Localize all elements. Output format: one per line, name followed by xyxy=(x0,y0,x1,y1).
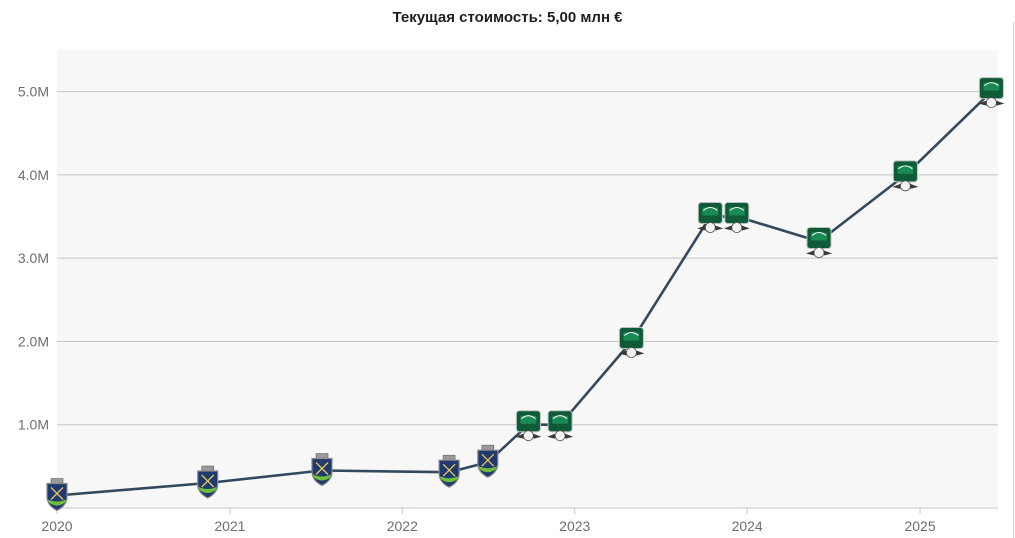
club-crest-blue-icon[interactable] xyxy=(46,478,68,512)
chart-title: Текущая стоимость: 5,00 млн € xyxy=(392,9,623,26)
y-tick-label: 3.0M xyxy=(18,250,49,266)
y-tick-label: 5.0M xyxy=(18,84,49,100)
x-tick-label: 2025 xyxy=(904,518,935,534)
y-tick-label: 1.0M xyxy=(18,417,49,433)
club-crest-green-icon[interactable] xyxy=(806,227,832,258)
x-tick-label: 2020 xyxy=(41,518,72,534)
x-tick-label: 2023 xyxy=(559,518,590,534)
x-axis-ticks: 2020 2021 2022 2023 2024 2025 xyxy=(41,508,936,534)
right-border xyxy=(1013,22,1014,538)
club-crest-green-icon[interactable] xyxy=(547,410,574,442)
club-crest-green-icon[interactable] xyxy=(723,202,750,233)
y-tick-label: 4.0M xyxy=(18,167,49,183)
club-crest-green-icon[interactable] xyxy=(618,327,645,358)
marker-layer xyxy=(46,77,1005,512)
club-crest-green-icon[interactable] xyxy=(978,77,1005,108)
club-crest-green-icon[interactable] xyxy=(697,202,724,233)
club-crest-blue-icon[interactable] xyxy=(438,454,460,488)
x-tick-label: 2024 xyxy=(732,518,763,534)
club-crest-blue-icon[interactable] xyxy=(477,444,499,478)
club-crest-blue-icon[interactable] xyxy=(197,465,219,499)
x-tick-label: 2021 xyxy=(214,518,245,534)
club-crest-blue-icon[interactable] xyxy=(311,453,333,487)
club-crest-green-icon[interactable] xyxy=(892,160,919,192)
club-crest-green-icon[interactable] xyxy=(515,410,542,442)
y-axis-ticks: 1.0M 2.0M 3.0M 4.0M 5.0M xyxy=(18,84,49,433)
y-tick-label: 2.0M xyxy=(18,333,49,349)
x-tick-label: 2022 xyxy=(387,518,418,534)
